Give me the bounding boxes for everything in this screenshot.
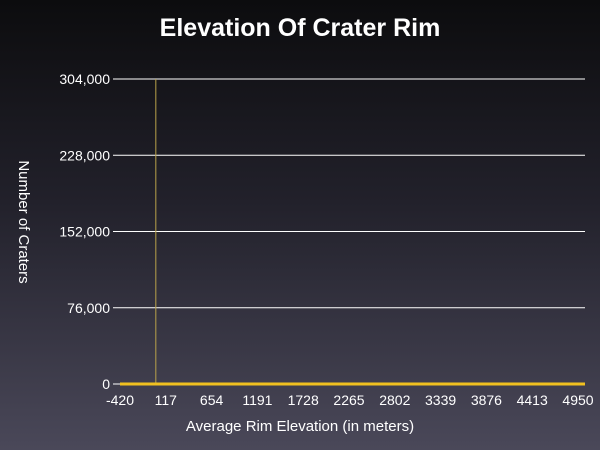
x-tick-label: 2265 <box>333 392 364 408</box>
x-axis-label: Average Rim Elevation (in meters) <box>186 418 414 435</box>
y-axis-label: Number of Craters <box>15 160 32 283</box>
y-tick-labels: 0 76,000 152,000 228,000 304,000 <box>59 71 110 392</box>
y-tick-label: 228,000 <box>59 147 110 163</box>
x-tick-label: 3339 <box>425 392 456 408</box>
x-tick-label: 2802 <box>379 392 410 408</box>
x-tick-label: 1728 <box>288 392 319 408</box>
x-tick-label: 4950 <box>562 392 593 408</box>
x-tick-label: 3876 <box>471 392 502 408</box>
y-tick-label: 76,000 <box>67 300 110 316</box>
x-tick-label: 1191 <box>242 392 272 408</box>
x-tick-label: 4413 <box>517 392 548 408</box>
y-tick-label: 152,000 <box>59 224 110 240</box>
x-tick-labels: -420 117 654 1191 1728 2265 2802 3339 3876 4413 49… <box>106 392 594 408</box>
chart-title: Elevation Of Crater Rim <box>159 14 441 42</box>
gridlines <box>113 78 585 385</box>
x-tick-label: 654 <box>200 392 224 408</box>
x-tick-label: -420 <box>106 392 134 408</box>
y-tick-label: 304,000 <box>59 71 110 87</box>
y-tick-label: 0 <box>102 376 110 392</box>
x-tick-label: 117 <box>155 392 178 408</box>
